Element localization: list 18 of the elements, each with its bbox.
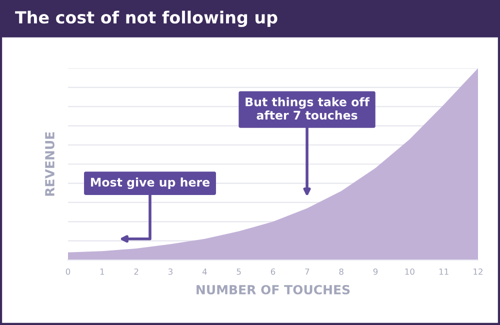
x-tick-label: 3 <box>168 268 172 275</box>
annotation: Most give up here <box>91 178 210 190</box>
chart-title: The cost of not following up <box>15 10 278 27</box>
annotation: But things take off after 7 touches <box>246 97 370 120</box>
x-tick-label: 4 <box>202 268 207 275</box>
x-tick-label: 6 <box>270 268 276 275</box>
x-tick-label: 8 <box>339 268 344 275</box>
y-axis-title: REVENUE <box>45 132 54 196</box>
x-tick-label: 11 <box>439 268 448 275</box>
x-tick-label: 9 <box>373 268 378 275</box>
x-tick-label: 1 <box>100 268 104 275</box>
x-tick-label: 12 <box>474 268 482 275</box>
x-tick-label: 7 <box>305 268 310 275</box>
x-tick-label: 2 <box>134 268 138 275</box>
x-tick-label: 0 <box>66 268 70 275</box>
x-tick-label: 10 <box>405 268 414 275</box>
x-tick-label: 5 <box>236 268 241 275</box>
x-axis-title: NUMBER OF TOUCHES <box>196 284 350 294</box>
